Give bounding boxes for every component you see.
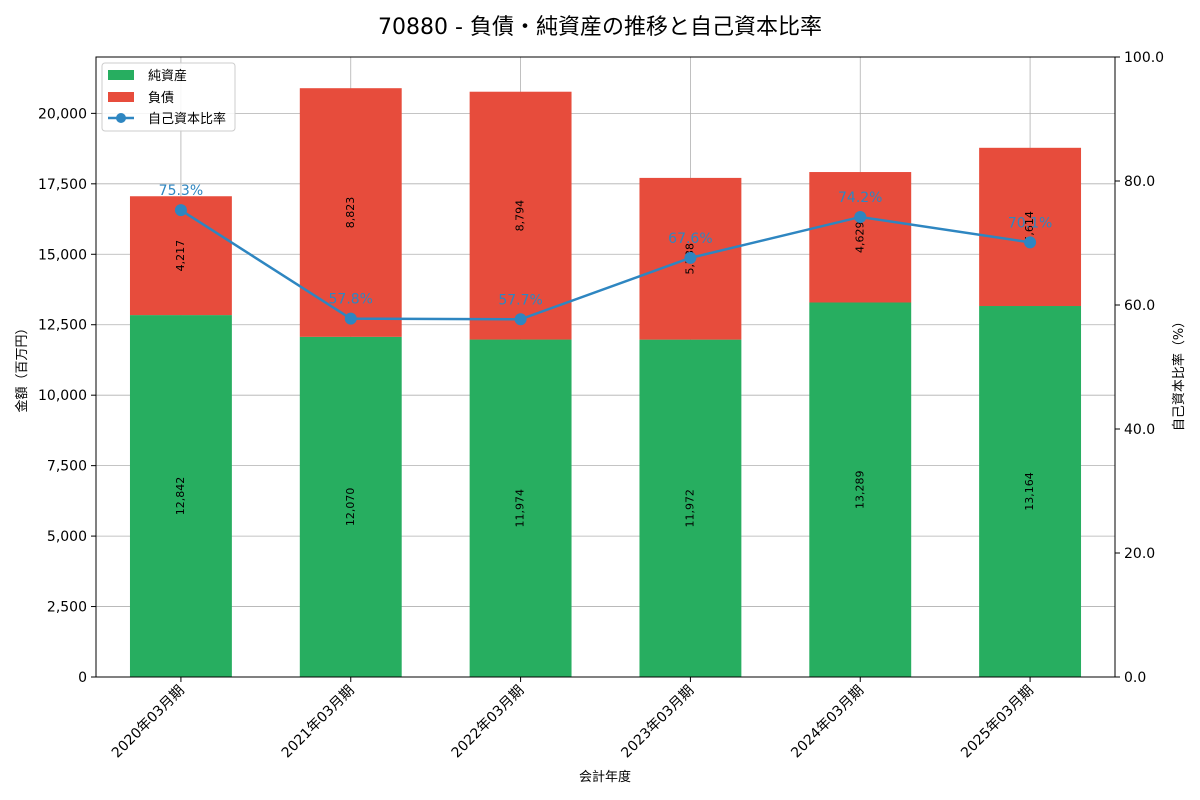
x-tick-label-2: 2022年03月期 [449, 683, 528, 762]
y-tick-label-8: 20,000 [38, 106, 87, 122]
legend-swatch-liabilities [108, 92, 134, 102]
x-tick-label-4: 2024年03月期 [788, 683, 867, 762]
data-label-net-assets-2: 11,974 [514, 489, 527, 528]
data-label-liabilities-5: 5,614 [1023, 211, 1036, 243]
x-tick-label-3: 2023年03月期 [618, 683, 697, 762]
y2-tick-label-5: 100.0 [1124, 50, 1164, 66]
ratio-label-1: 57.8% [329, 292, 373, 308]
data-label-liabilities-1: 8,823 [344, 197, 357, 229]
bar-net-assets-5 [979, 306, 1082, 677]
bar-net-assets-3 [639, 339, 742, 677]
legend-box [101, 62, 236, 132]
legend-label-liabilities: 負債 [148, 91, 174, 106]
ratio-line: 75.3% 57.8% 57.7% 67.6% 74.2% 70.1% [159, 183, 1052, 326]
bar-labels: 12,842 4,217 12,070 8,823 11,974 8,794 11,972 5… [174, 197, 1036, 528]
ratio-label-4: 74.2% [838, 190, 882, 206]
y-tick-label-1: 2,500 [47, 600, 87, 616]
legend-swatch-ratio-marker [116, 113, 126, 123]
legend-label-ratio: 自己資本比率 [148, 111, 226, 127]
y-tick-label-4: 10,000 [38, 388, 87, 404]
y2-tick-label-2: 40.0 [1124, 422, 1155, 438]
ratio-label-2: 57.7% [498, 292, 542, 308]
ratio-point-2 [514, 313, 527, 326]
ratio-point-4 [854, 210, 867, 223]
ratio-label-3: 67.6% [668, 231, 712, 247]
y-tick-label-5: 12,500 [38, 318, 87, 334]
bar-liabilities-1 [299, 88, 402, 337]
y2-axis-label: 自己資本比率（%） [1171, 315, 1187, 431]
data-label-liabilities-4: 4,629 [853, 222, 866, 254]
y2-tick-label-0: 0.0 [1124, 670, 1146, 686]
data-label-net-assets-5: 13,164 [1023, 472, 1036, 511]
y-tick-label-6: 15,000 [38, 247, 87, 263]
y-axis-label: 金額（百万円） [14, 321, 30, 412]
y-tick-label-3: 7,500 [47, 459, 87, 475]
bars [129, 88, 1082, 677]
bar-net-assets-0 [129, 315, 232, 677]
bar-net-assets-2 [469, 339, 572, 677]
data-label-net-assets-4: 13,289 [853, 470, 866, 509]
x-axis-label: 会計年度 [579, 769, 631, 785]
data-label-liabilities-2: 8,794 [514, 200, 527, 232]
y-tick-label-7: 17,500 [38, 177, 87, 193]
legend-label-net-assets: 純資産 [148, 68, 187, 84]
x-tick-label-1: 2021年03月期 [279, 683, 358, 762]
bar-liabilities-4 [809, 172, 912, 303]
bar-liabilities-5 [979, 147, 1082, 307]
ratio-point-5 [1024, 236, 1037, 249]
ratio-line-path [180, 209, 1031, 321]
y-tick-label-0: 0 [78, 670, 87, 686]
plot-frame [95, 56, 1116, 678]
bar-net-assets-4 [809, 302, 912, 677]
bar-liabilities-2 [469, 91, 572, 340]
ratio-point-1 [344, 312, 357, 325]
chart-title: 70880 - 負債・純資産の推移と自己資本比率 [378, 15, 822, 40]
y-tick-label-2: 5,000 [47, 529, 87, 545]
ratio-point-3 [684, 251, 697, 264]
legend-swatch-net-assets [108, 70, 134, 80]
ratio-label-5: 70.1% [1008, 215, 1052, 231]
y2-axis: 0.0 20.0 40.0 60.0 80.0 100.0 [1115, 50, 1164, 686]
data-label-net-assets-1: 12,070 [344, 488, 357, 527]
bar-net-assets-1 [299, 336, 402, 677]
data-label-liabilities-0: 4,217 [174, 240, 187, 272]
y2-tick-label-1: 20.0 [1124, 546, 1155, 562]
y2-tick-label-3: 60.0 [1124, 298, 1155, 314]
x-axis: 2020年03月期 2021年03月期 2022年03月期 2023年03月期 2024… [109, 677, 1037, 761]
y2-tick-label-4: 80.0 [1124, 174, 1155, 190]
ratio-point-0 [174, 204, 187, 217]
ratio-label-0: 75.3% [159, 183, 203, 199]
legend: 純資産 負債 自己資本比率 [101, 62, 236, 132]
x-tick-label-5: 2025年03月期 [958, 683, 1037, 762]
grid [96, 57, 1115, 678]
y-axis: 0 2,500 5,000 7,500 10,000 12,500 15,000 17,500… [38, 106, 96, 686]
x-tick-label-0: 2020年03月期 [109, 683, 188, 762]
data-label-net-assets-3: 11,972 [683, 489, 696, 528]
data-label-net-assets-0: 12,842 [174, 477, 187, 516]
